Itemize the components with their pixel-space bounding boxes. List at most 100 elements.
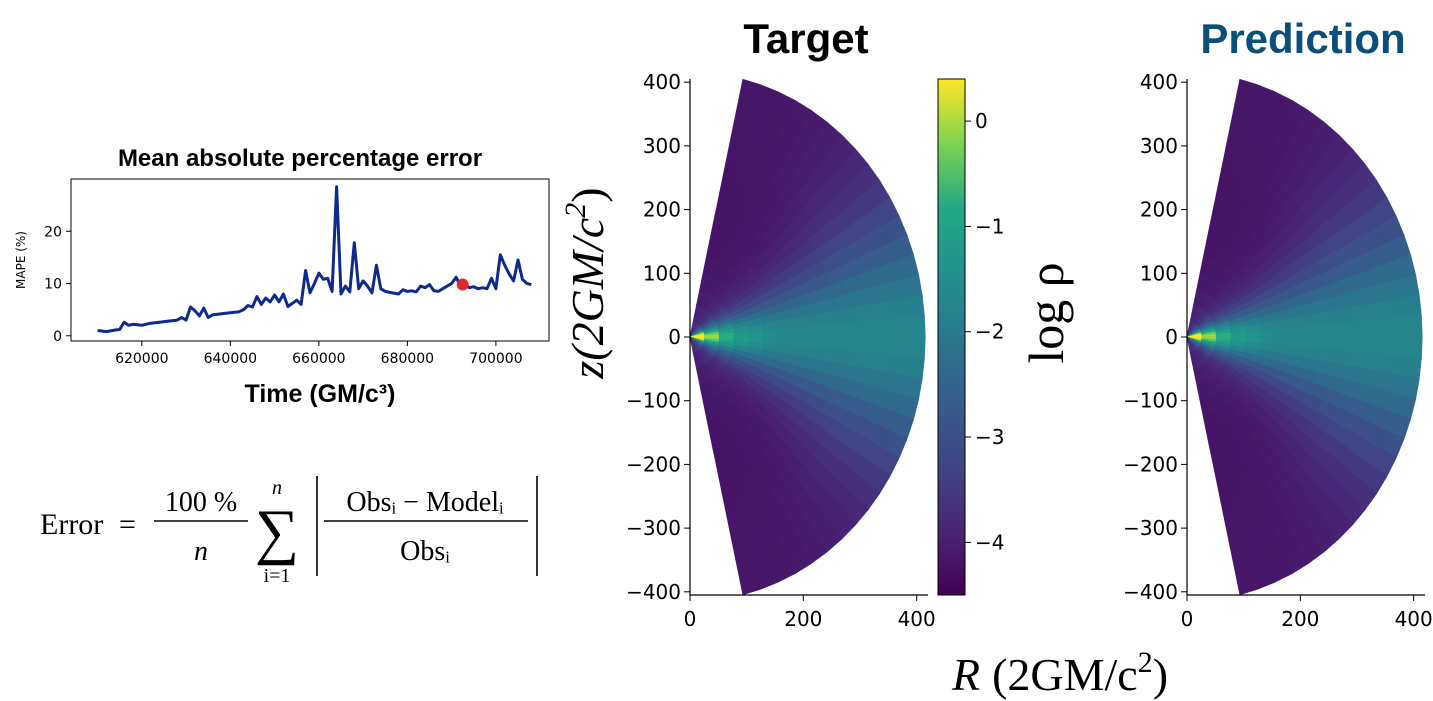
wedge-cell <box>1360 352 1378 372</box>
wedge-cell <box>849 305 867 324</box>
y-tick-label: 300 <box>1140 134 1178 158</box>
formula-equals: = <box>119 508 136 541</box>
wedge-cell <box>777 327 794 338</box>
wedge-cell <box>892 354 911 377</box>
x-tick-label: 0 <box>1181 607 1194 631</box>
target-ylabel: z(2GM/c2) <box>559 187 613 379</box>
colorbar-tick-label: −2 <box>975 320 1004 344</box>
wedge-cell <box>850 320 867 338</box>
wedge-cell <box>1303 324 1320 338</box>
wedge-cell <box>805 313 823 328</box>
wedge-cell <box>1274 327 1291 338</box>
wedge-cell <box>1333 322 1350 338</box>
y-tick-label: 100 <box>643 261 681 285</box>
y-tick-label: −200 <box>1123 452 1178 476</box>
mape-chart: Mean absolute percentage error 0 10 20 620… <box>14 145 550 408</box>
target-title: Target <box>743 15 868 62</box>
y-tick-label: 100 <box>1140 261 1178 285</box>
wedge-cell <box>865 319 882 338</box>
wedge-cell <box>1391 336 1408 358</box>
colorbar-label: log ρ <box>1018 262 1074 363</box>
error-formula: Error = 100 % n n ∑ i=1 Obsᵢ − Modelᵢ Ob… <box>40 476 538 587</box>
shared-xlabel-units: (2GM/c <box>992 649 1138 700</box>
wedge-cell <box>1377 318 1394 338</box>
wedge-cell <box>1302 313 1320 328</box>
wedge-cell <box>821 336 838 351</box>
x-tick-label: 400 <box>898 607 936 631</box>
wedge-cell <box>821 323 838 338</box>
x-tick-label: 200 <box>1281 607 1319 631</box>
colorbar-tick-label: −3 <box>975 425 1004 449</box>
y-tick-label: 0 <box>668 325 681 349</box>
wedge-cell <box>836 322 853 338</box>
wedge-cell <box>820 310 837 326</box>
mape-y-ticks: 0 10 20 <box>44 224 71 345</box>
mape-highlight-point <box>456 278 469 291</box>
wedge-cell <box>1333 336 1350 352</box>
shared-xlabel-close: ) <box>1153 649 1168 700</box>
colorbar-ticks: 0 −1 −2 −3 −4 <box>965 109 1004 554</box>
wedge-cell <box>1347 336 1364 354</box>
wedge-cell <box>1389 354 1408 377</box>
mape-x-ticks: 620000 640000 660000 680000 700000 <box>115 341 523 367</box>
wedge-cell <box>863 352 881 372</box>
mape-plot-frame <box>70 178 550 342</box>
formula-inner-numerator: Obsᵢ − Modelᵢ <box>346 487 504 518</box>
y-tick-label: −300 <box>626 516 681 540</box>
y-tick-label: −400 <box>626 580 681 604</box>
prediction-title: Prediction <box>1200 15 1405 62</box>
wedge-cell <box>733 331 750 338</box>
mape-x-tick-label: 680000 <box>381 351 434 367</box>
wedge-cell <box>1362 319 1379 338</box>
mape-x-tick-label: 700000 <box>469 351 522 367</box>
wedge-cell <box>880 318 897 338</box>
formula-lhs: Error <box>40 508 103 541</box>
wedge-cell <box>1289 326 1306 338</box>
formula-inner-denominator: Obsᵢ <box>400 536 450 567</box>
wedge-cell <box>834 307 852 325</box>
formula-sum-lower: i=1 <box>264 565 291 587</box>
x-tick-label: 400 <box>1395 607 1433 631</box>
mape-series-line <box>97 185 532 334</box>
wedge-cell <box>1303 336 1320 350</box>
wedge-cell <box>1404 294 1422 318</box>
mape-title: Mean absolute percentage error <box>118 145 482 172</box>
prediction-panel: Prediction 400 300 200 100 0 −100 −200 −300 −400… <box>1123 15 1433 631</box>
wedge-cell <box>1245 330 1261 338</box>
wedge-cell <box>880 336 897 356</box>
mape-x-tick-label: 640000 <box>204 351 257 367</box>
wedge-cell <box>836 336 853 352</box>
wedge-cell <box>850 336 867 354</box>
wedge-cell <box>1377 336 1394 356</box>
mape-ylabel: MAPE (%) <box>14 231 28 289</box>
mape-x-tick-label: 620000 <box>115 351 168 367</box>
wedge-cell <box>878 353 896 374</box>
wedge-cell <box>892 297 911 320</box>
mape-y-tick-label: 0 <box>53 329 62 345</box>
y-tick-label: 400 <box>643 70 681 94</box>
colorbar: 0 −1 −2 −3 −4 log ρ <box>937 78 1074 596</box>
wedge-cell <box>1406 315 1423 338</box>
y-tick-label: −100 <box>626 389 681 413</box>
wedge-cell <box>1346 305 1364 324</box>
wedge-cell <box>1375 353 1393 374</box>
target-ylabel-close: ) <box>562 187 613 202</box>
y-tick-label: 400 <box>1140 70 1178 94</box>
wedge-cell <box>762 328 779 338</box>
formula-sum-symbol: ∑ <box>255 498 299 566</box>
y-tick-label: −300 <box>1123 516 1178 540</box>
wedge-cell <box>1347 320 1364 338</box>
colorbar-tick-label: 0 <box>975 109 988 133</box>
wedge-cell <box>1391 316 1408 338</box>
mape-x-tick-label: 660000 <box>292 351 345 367</box>
y-tick-label: −200 <box>626 452 681 476</box>
wedge-cell <box>907 356 925 380</box>
wedge-cell <box>1400 274 1420 299</box>
shared-xlabel-main: R <box>951 649 980 700</box>
y-tick-label: 0 <box>1165 325 1178 349</box>
target-ylabel-main: z(2GM/c <box>562 218 613 380</box>
wedge-cell <box>878 300 896 321</box>
